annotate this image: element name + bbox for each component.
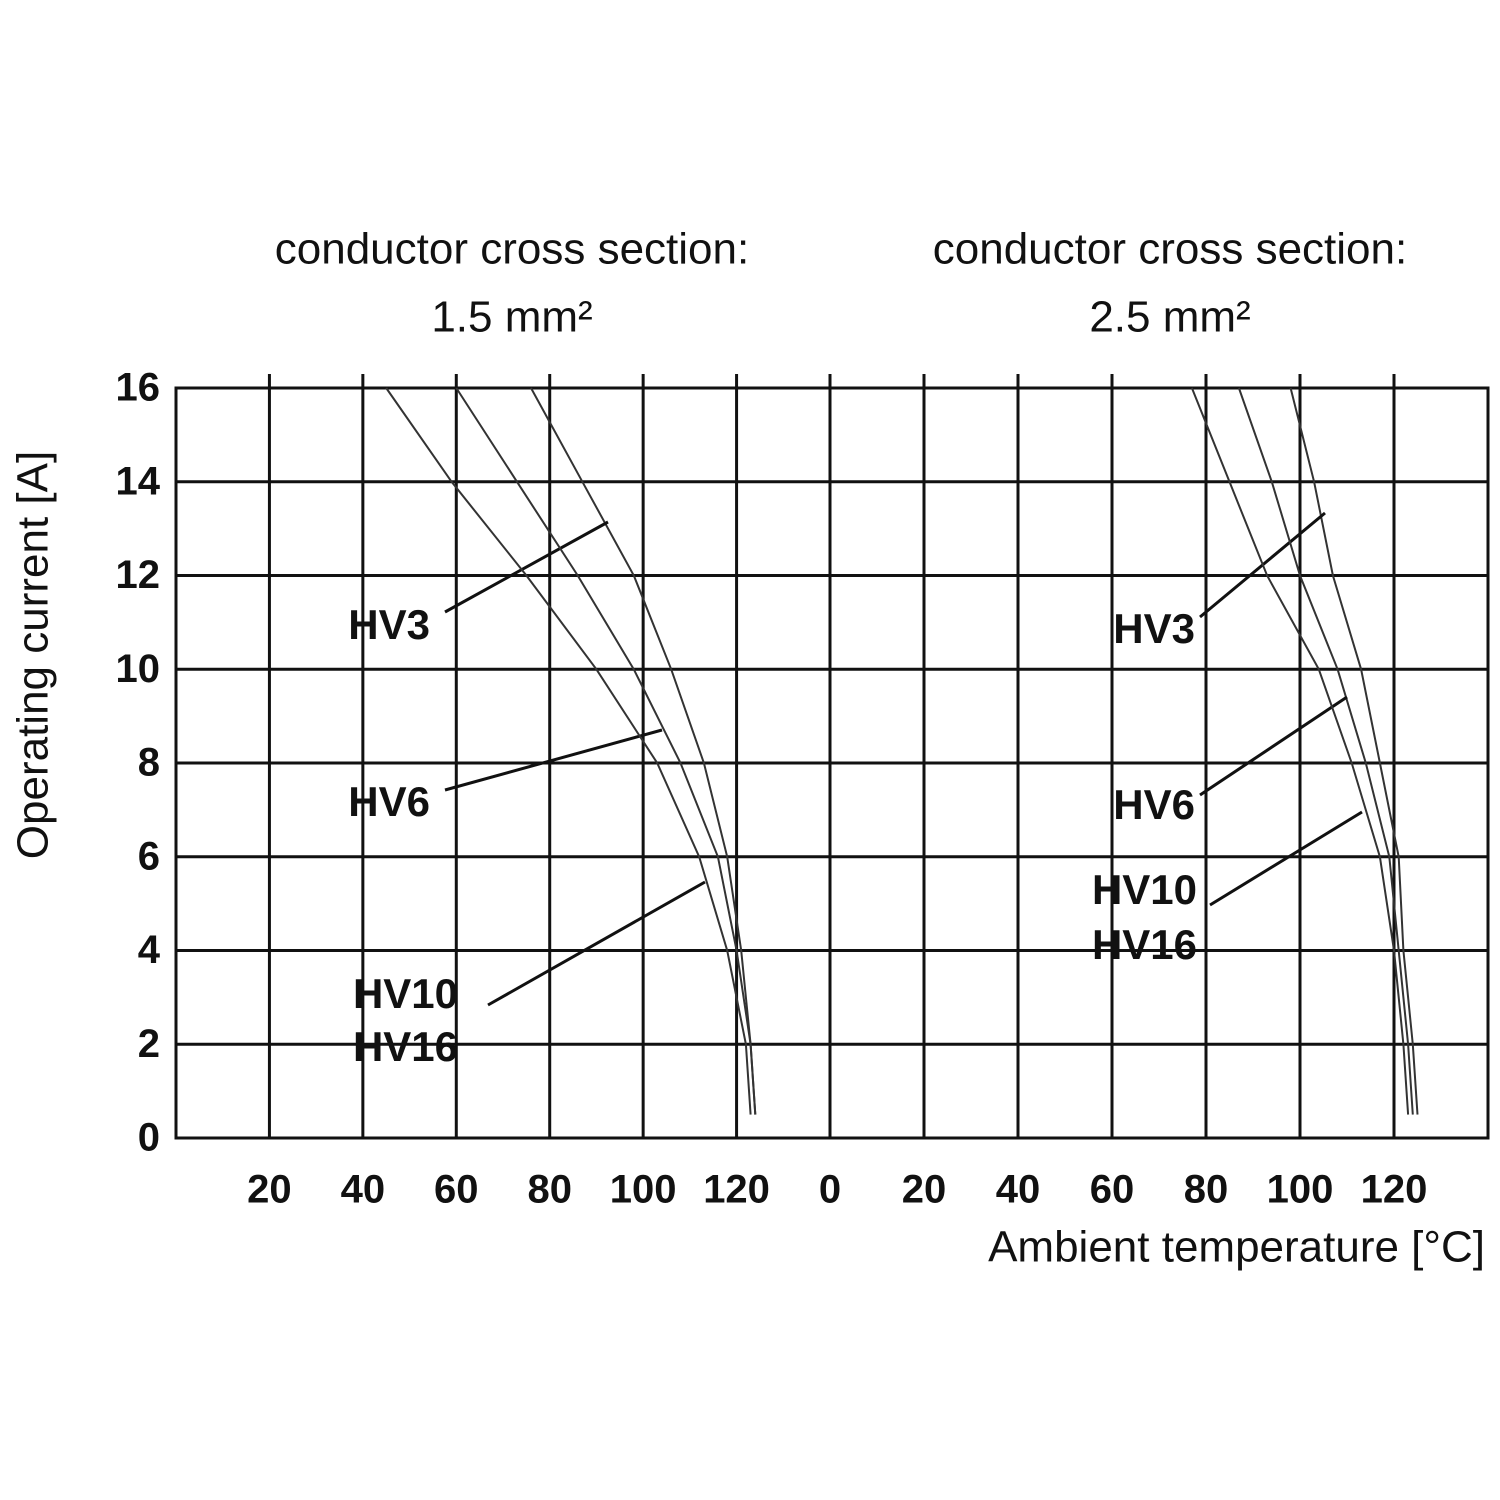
x-tick-label: 100: [610, 1168, 677, 1212]
curve: [1289, 387, 1419, 1115]
leader-line: [1209, 810, 1363, 907]
y-tick-label: 4: [138, 928, 161, 972]
y-tick-label: 6: [138, 834, 160, 878]
y-tick-label: 2: [138, 1022, 160, 1066]
curve: [455, 387, 757, 1115]
curve: [385, 387, 752, 1115]
x-tick-label: 0: [819, 1168, 841, 1212]
y-tick-label: 8: [138, 741, 160, 785]
x-tick-label: 60: [434, 1168, 479, 1212]
panel-title: conductor cross section:: [933, 225, 1407, 274]
x-tick-label: 20: [902, 1168, 947, 1212]
x-tick-label: 120: [1361, 1168, 1428, 1212]
leader-line: [444, 520, 609, 614]
curve-label: HV3: [348, 601, 430, 648]
x-axis-label: Ambient temperature [°C]: [988, 1223, 1485, 1272]
curve-label: HV10: [353, 970, 458, 1017]
curve-label: HV6: [1113, 781, 1195, 828]
curve-label: HV16: [353, 1023, 458, 1070]
x-tick-label: 40: [341, 1168, 386, 1212]
leader-line: [487, 880, 706, 1007]
x-tick-label: 60: [1090, 1168, 1135, 1212]
curve: [1190, 387, 1410, 1115]
x-tick-label: 80: [1184, 1168, 1229, 1212]
leader-line: [444, 728, 663, 792]
x-tick-label: 40: [996, 1168, 1041, 1212]
curve-label: HV10: [1092, 866, 1197, 913]
x-tick-label: 120: [703, 1168, 770, 1212]
curve-label: HV16: [1092, 921, 1197, 968]
y-tick-label: 0: [138, 1116, 160, 1160]
y-tick-label: 10: [116, 647, 161, 691]
y-tick-label: 16: [116, 366, 161, 410]
y-axis-label: Operating current [A]: [9, 451, 58, 859]
panel-subtitle: 1.5 mm²: [431, 293, 592, 342]
curve-label: HV3: [1113, 605, 1195, 652]
x-tick-label: 80: [527, 1168, 572, 1212]
x-tick-label: 100: [1267, 1168, 1334, 1212]
curve: [1237, 387, 1414, 1115]
curve: [530, 387, 757, 1115]
panel-subtitle: 2.5 mm²: [1089, 293, 1250, 342]
x-tick-label: 20: [247, 1168, 292, 1212]
curve-label: HV6: [348, 778, 430, 825]
y-tick-label: 14: [116, 459, 161, 503]
leader-line: [1199, 695, 1348, 797]
y-tick-label: 12: [116, 553, 161, 597]
panel-title: conductor cross section:: [275, 225, 749, 274]
